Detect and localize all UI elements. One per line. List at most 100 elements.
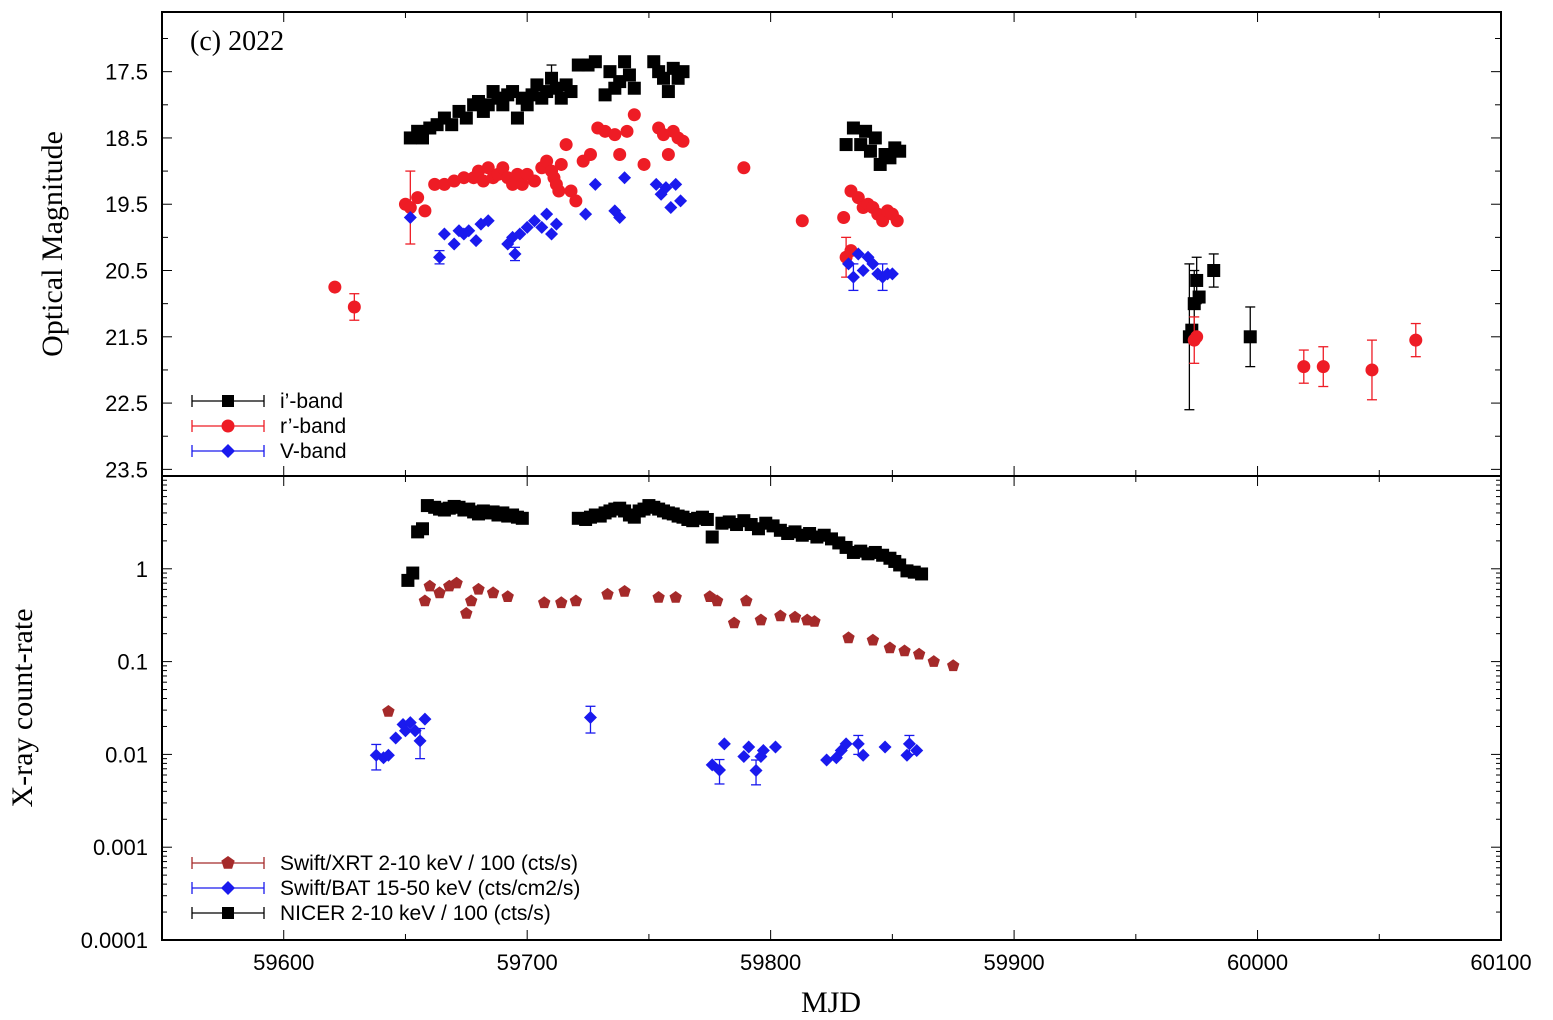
data-point — [618, 55, 632, 69]
data-point — [713, 763, 727, 777]
data-point — [846, 121, 860, 135]
data-point — [559, 138, 573, 152]
data-point — [510, 167, 524, 181]
data-point — [808, 615, 821, 627]
top-panel-frame — [161, 11, 1502, 477]
data-point — [545, 227, 559, 241]
data-point — [423, 579, 436, 592]
data-point — [1316, 360, 1330, 374]
data-point — [579, 207, 593, 221]
data-point — [839, 138, 853, 152]
data-point — [652, 591, 665, 603]
x-tick-label: 59700 — [497, 950, 558, 975]
data-point — [552, 184, 566, 198]
data-point — [627, 108, 641, 122]
data-point — [538, 596, 551, 609]
data-point — [737, 161, 751, 175]
data-point — [428, 177, 442, 191]
data-point — [501, 590, 514, 602]
data-point — [510, 111, 524, 125]
y-tick-label: 1 — [136, 557, 148, 582]
x-tick-label: 59600 — [253, 950, 314, 975]
data-point — [472, 582, 485, 595]
legend-label-nicer: NICER 2-10 keV / 100 (cts/s) — [280, 902, 551, 925]
data-point — [462, 224, 476, 238]
data-point — [885, 267, 899, 281]
data-point — [710, 594, 724, 607]
legend-label-i-band: i’-band — [280, 390, 343, 413]
data-point — [415, 131, 429, 145]
bottom-series-1 — [369, 705, 924, 786]
bottom-legend: Swift/XRT 2-10 keV / 100 (cts/s) Swift/B… — [191, 852, 580, 925]
data-point — [583, 148, 597, 162]
data-point — [910, 744, 924, 758]
data-point — [788, 610, 802, 623]
top-series-0 — [403, 55, 1257, 411]
data-point — [649, 177, 663, 191]
data-point — [445, 118, 459, 132]
data-point — [1365, 363, 1379, 377]
legend-circle-marker — [221, 419, 235, 433]
legend-bat: Swift/BAT 15-50 keV (cts/cm2/s) — [191, 877, 580, 900]
data-point — [717, 737, 731, 751]
data-point — [447, 237, 461, 251]
data-point — [756, 744, 770, 758]
data-point — [842, 631, 855, 644]
data-point — [1297, 360, 1311, 374]
data-point — [866, 633, 880, 646]
data-point — [328, 280, 342, 294]
data-point — [902, 737, 916, 751]
y-tick-label: 17.5 — [105, 60, 148, 85]
data-point — [754, 613, 768, 626]
legend-pentagon-marker — [221, 856, 235, 869]
data-point — [408, 724, 422, 738]
data-point — [613, 148, 627, 162]
data-point — [676, 134, 690, 148]
bottom-panel-frame — [161, 475, 1502, 941]
data-point — [418, 204, 432, 218]
data-point — [839, 737, 853, 751]
legend-diamond-marker — [221, 881, 235, 895]
data-point — [527, 174, 541, 188]
data-point — [769, 740, 783, 754]
data-layer — [328, 55, 1423, 786]
data-point — [588, 177, 602, 191]
data-point — [515, 177, 529, 191]
data-point — [613, 210, 627, 224]
data-point — [876, 214, 890, 228]
y-tick-label: 0.01 — [105, 742, 148, 767]
data-point — [527, 214, 541, 228]
data-point — [545, 71, 559, 85]
data-point — [549, 217, 563, 231]
data-point — [535, 220, 549, 234]
data-point — [893, 144, 907, 158]
data-point — [618, 585, 631, 597]
x-axis-title: MJD — [801, 986, 861, 1019]
y-tick-label: 18.5 — [105, 126, 148, 151]
data-point — [460, 607, 473, 619]
data-point — [540, 154, 554, 168]
data-point — [389, 731, 403, 745]
data-point — [569, 594, 583, 607]
data-point — [947, 659, 960, 672]
data-point — [403, 201, 417, 215]
data-point — [674, 194, 688, 208]
legend-square-marker — [222, 907, 234, 919]
legend-diamond-marker — [221, 444, 235, 458]
data-point — [457, 171, 471, 185]
bottom-y-axis-title: X-ray count-rate — [6, 608, 39, 807]
data-point — [496, 161, 510, 175]
data-point — [608, 128, 622, 142]
data-point — [618, 171, 632, 185]
data-point — [727, 616, 741, 629]
data-point — [1190, 330, 1204, 344]
legend-nicer: NICER 2-10 keV / 100 (cts/s) — [191, 902, 551, 925]
data-point — [900, 748, 914, 762]
data-point — [382, 705, 395, 717]
legend-r-band: r’-band — [191, 415, 346, 438]
data-point — [866, 257, 880, 271]
data-point — [513, 227, 527, 241]
data-point — [837, 210, 851, 224]
data-point — [433, 586, 446, 599]
